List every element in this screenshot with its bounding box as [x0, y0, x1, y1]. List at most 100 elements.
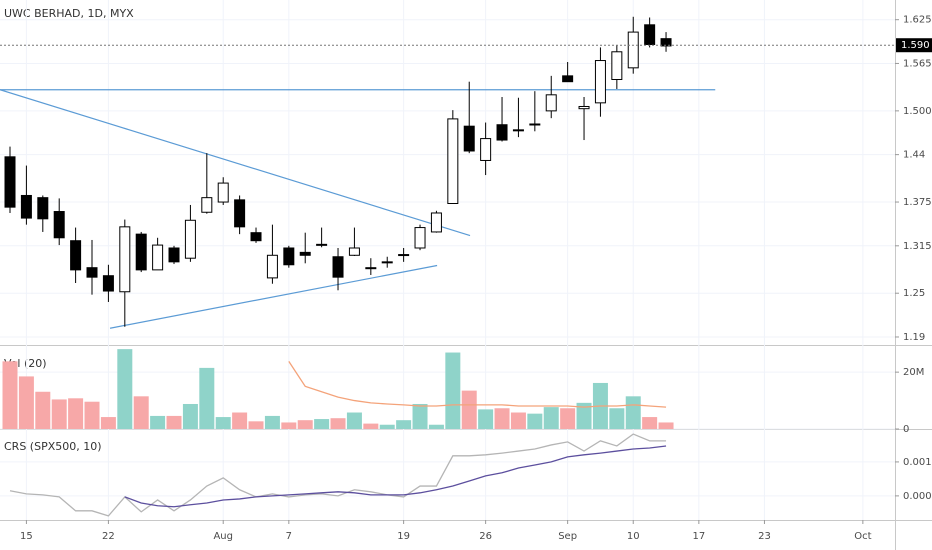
y-tick-label: 1.25	[903, 288, 925, 299]
candle-body	[414, 227, 426, 249]
volume-bar	[642, 417, 658, 429]
candle-body	[594, 60, 606, 104]
volume-bar	[658, 422, 674, 429]
volume-bar	[84, 401, 100, 429]
candle-body	[53, 211, 65, 239]
x-tick-label: Sep	[558, 531, 577, 542]
x-tick-label: 7	[286, 531, 292, 542]
volume-bar	[314, 419, 330, 429]
volume-bar	[576, 402, 592, 429]
y-tick-label: 1.625	[903, 15, 932, 26]
candle-body	[316, 243, 328, 246]
candle-body	[447, 118, 459, 204]
candle-body	[299, 251, 311, 256]
volume-bar	[560, 408, 576, 429]
candle-body	[266, 254, 278, 279]
candle-body	[562, 75, 574, 83]
volume-bar	[51, 399, 67, 429]
y-tick-label: 1.375	[903, 197, 932, 208]
volume-bar	[215, 417, 231, 429]
volume-bar	[150, 415, 166, 429]
candle-body	[463, 125, 475, 152]
chart-title: UWC BERHAD, 1D, MYX	[4, 7, 134, 20]
candle-body	[201, 197, 213, 213]
candle-body	[545, 94, 557, 112]
candle-body	[381, 261, 393, 264]
candle-body	[168, 247, 180, 263]
volume-bar	[281, 422, 297, 429]
crs-title: CRS (SPX500, 10)	[4, 440, 102, 453]
volume-bar	[182, 403, 198, 429]
trendline	[0, 89, 471, 237]
candle-body	[627, 31, 639, 69]
candle-body	[152, 244, 164, 271]
volume-bar	[363, 423, 379, 429]
volume-bar	[18, 376, 34, 429]
candle-body	[4, 156, 16, 208]
volume-ma-line	[288, 360, 667, 408]
x-tick-label: Aug	[213, 531, 233, 542]
y-tick-label: 1.19	[903, 332, 925, 343]
candle-body	[86, 267, 98, 278]
candle-body	[611, 51, 623, 81]
volume-bar	[396, 420, 412, 429]
x-tick-label: 17	[692, 531, 705, 542]
volume-bar	[494, 408, 510, 429]
volume-bar	[478, 409, 494, 429]
volume-bar	[428, 424, 444, 429]
y-tick-label: 20M	[903, 367, 924, 378]
candle-body	[365, 267, 377, 270]
volume-bar	[2, 361, 18, 429]
candle-body	[184, 219, 196, 259]
y-tick-label: 1.315	[903, 241, 932, 252]
candle-body	[250, 232, 262, 242]
candle-body	[529, 123, 541, 126]
volume-bar	[35, 391, 51, 429]
y-tick-label: 0.000	[903, 491, 932, 502]
volume-bar	[543, 407, 559, 429]
y-tick-label: 1.500	[903, 106, 932, 117]
candle-body	[234, 199, 246, 228]
volume-bar	[609, 408, 625, 429]
candle-body	[70, 240, 82, 271]
volume-bar	[133, 396, 149, 429]
candle-body	[102, 275, 114, 292]
candle-body	[348, 247, 360, 256]
candle-body	[578, 105, 590, 110]
y-tick-label: 1.44	[903, 150, 925, 161]
crs-line	[9, 433, 667, 517]
candle-body	[496, 124, 508, 141]
volume-bar	[166, 415, 182, 429]
candle-body	[480, 138, 492, 161]
volume-bar	[248, 421, 264, 429]
x-tick-label: 26	[479, 531, 492, 542]
volume-bar	[510, 412, 526, 429]
x-tick-label: 19	[397, 531, 410, 542]
candle-body	[119, 226, 131, 293]
x-tick-label: Oct	[854, 531, 871, 542]
y-tick-label: 0.001	[903, 457, 932, 468]
volume-bar	[297, 420, 313, 429]
volume-bar	[68, 398, 84, 429]
trendline	[109, 264, 438, 329]
x-tick-label: 15	[20, 531, 33, 542]
volume-bar	[625, 396, 641, 429]
candle-body	[398, 254, 410, 257]
volume-bar	[100, 417, 116, 429]
volume-bar	[199, 367, 215, 429]
candle-body	[332, 256, 344, 278]
volume-bar	[346, 412, 362, 429]
volume-bar	[461, 390, 477, 429]
x-tick-label: 22	[102, 531, 115, 542]
last-price-box	[896, 38, 932, 53]
candle-body	[135, 233, 147, 271]
volume-bar	[117, 349, 133, 429]
y-tick-label: 1.565	[903, 58, 932, 69]
volume-bar	[264, 415, 280, 429]
candle-body	[283, 247, 295, 266]
candle-body	[430, 212, 442, 233]
volume-bar	[232, 412, 248, 429]
candle-body	[37, 197, 49, 220]
crs-line	[124, 445, 667, 508]
